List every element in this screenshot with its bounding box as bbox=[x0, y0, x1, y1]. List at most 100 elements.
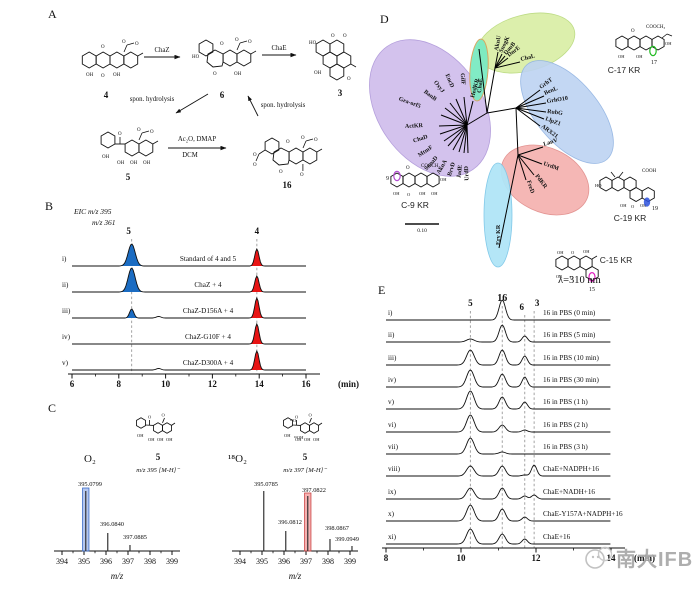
panel-e-chromatograms: E 5 16 6 3 i) 16 in PBS (0 min) ii) 16 in PBS (… bbox=[378, 283, 655, 563]
trace-curve bbox=[386, 299, 611, 321]
trace-condition-label: ChaZ + 4 bbox=[194, 281, 222, 289]
c15-position-number: 15 bbox=[589, 287, 595, 293]
tree-branches bbox=[438, 48, 547, 249]
compound-5-number-left: 5 bbox=[156, 452, 161, 462]
panel-a-scheme: O O OH OH OH OH A O O O O OH OH 4 bbox=[48, 7, 357, 190]
peak-guide-label: 5 bbox=[468, 298, 473, 308]
chae-label: ChaE bbox=[271, 45, 286, 52]
atom-oh: OH bbox=[314, 71, 322, 76]
chaz-label: ChaZ bbox=[154, 47, 169, 54]
atom-o: O bbox=[279, 170, 283, 175]
panel-b-label: B bbox=[45, 199, 53, 213]
atom-cooh: COOH bbox=[642, 169, 657, 174]
atom-o: O bbox=[253, 163, 257, 168]
trace-condition-label: ChaE+NADPH+16 bbox=[543, 465, 599, 473]
c15-position-circle bbox=[588, 271, 596, 283]
arrow-spon-hydrolysis-1 bbox=[175, 93, 209, 114]
panel-c-label: C bbox=[48, 401, 56, 415]
c9-position-number: 9 bbox=[386, 176, 389, 182]
compound-6-number: 6 bbox=[220, 90, 225, 100]
atom-oh: OH bbox=[636, 54, 643, 59]
gene-chad: ChaD bbox=[412, 134, 429, 145]
spectrum-16o2: 394 395 396 397 398 399 395.0799 396.0840 397.08… bbox=[54, 481, 180, 566]
c9-position-circle bbox=[393, 170, 401, 182]
atom-oh: OH bbox=[86, 73, 94, 78]
gene-hedkr: HedKR bbox=[470, 77, 481, 98]
mz-397-formula: m/z 397 [M-H]⁻ bbox=[283, 467, 327, 474]
tick-label: 6 bbox=[70, 379, 75, 389]
trace-condition-label: 16 in PBS (1 h) bbox=[543, 398, 588, 406]
trace-curve bbox=[72, 322, 306, 345]
trace-curve bbox=[386, 528, 611, 545]
mass-peak-label: 396.0812 bbox=[278, 519, 302, 526]
mass-peak-label: 397.0822 bbox=[302, 487, 326, 494]
atom-oh: OH bbox=[234, 72, 242, 77]
gene-urdd: UrdD bbox=[464, 165, 471, 181]
tick-label: 12 bbox=[208, 379, 218, 389]
mass-peak-label: 399.0949 bbox=[335, 536, 359, 543]
atom-18o: ¹⁸O bbox=[290, 418, 297, 423]
trace-roman-numeral: iv) bbox=[388, 376, 397, 384]
eic-mz-361-label: m/z 361 bbox=[92, 218, 116, 227]
c19-position-number: 19 bbox=[652, 206, 658, 212]
spon-hydrolysis-label-2: spon. hydrolysis bbox=[261, 102, 306, 109]
gene-gilf: GilF bbox=[459, 73, 466, 86]
trace-roman-numeral: iii) bbox=[62, 307, 71, 315]
atom-oh: OH bbox=[130, 161, 138, 166]
atom-o: O bbox=[213, 72, 217, 77]
gene-erykr: Ery KR bbox=[496, 224, 502, 245]
panel-d-phylogenetic-tree: D bbox=[369, 12, 672, 293]
atom-o: O bbox=[248, 40, 252, 45]
trace-roman-numeral: vii) bbox=[388, 443, 399, 451]
compound-5-structure: O O O OH OH OH OH bbox=[100, 128, 159, 166]
gene-chal: ChaL bbox=[520, 54, 536, 63]
compound-4-structure: O O O O OH OH bbox=[81, 40, 144, 79]
gene-fred: FreD bbox=[525, 180, 535, 195]
atom-o: O bbox=[343, 34, 347, 39]
atom-oh: OH bbox=[143, 161, 151, 166]
atom-o: O bbox=[135, 42, 139, 47]
atom-o: O bbox=[101, 45, 105, 50]
atom-o: O bbox=[631, 204, 635, 209]
trace-roman-numeral: v) bbox=[388, 398, 395, 406]
tick-label: 399 bbox=[344, 557, 356, 566]
tick-label: 8 bbox=[117, 379, 122, 389]
tick-label: 395 bbox=[256, 557, 268, 566]
clade-cyan-blob bbox=[483, 162, 513, 268]
c17-position-number: 17 bbox=[651, 60, 657, 66]
mass-peak-label: 398.0867 bbox=[325, 525, 350, 532]
trace-condition-label: 16 in PBS (2 h) bbox=[543, 421, 588, 429]
gene-llpz1: LlpZ1 bbox=[544, 116, 561, 127]
trace-curve bbox=[386, 414, 611, 433]
atom-o: O bbox=[631, 29, 635, 34]
panel-b-traces: 5 4 i) Standard of 4 and 5 ii) ChaZ + 4 iii) Ch… bbox=[62, 226, 359, 389]
trace-condition-label: ChaE-Y157A+NADPH+16 bbox=[543, 510, 623, 518]
gene-aknu: AknU bbox=[494, 35, 503, 52]
tick-label: 397 bbox=[122, 557, 134, 566]
mz-395-formula: m/z 395 [M-H]⁻ bbox=[136, 467, 180, 474]
trace-curve bbox=[72, 267, 306, 293]
gene-actkr: ActKR bbox=[405, 123, 424, 130]
atom-oh: OH bbox=[440, 177, 447, 182]
panel-e-label: E bbox=[378, 283, 385, 297]
mz-axis-label-right: m/z bbox=[289, 571, 302, 581]
arrow-spon-hydrolysis-2 bbox=[247, 95, 259, 117]
c19-kr-structure: COOH HO OH O OH 19 C-19 KR bbox=[595, 169, 658, 223]
panel-c-mass-spectra: C ¹⁸OH ¹⁸O O₂ ¹⁸O₂ 5 5 m/z 395 [M-H]⁻ m/… bbox=[48, 401, 359, 581]
peak-guide-label: 4 bbox=[255, 226, 260, 236]
scale-bar-value: 0.10 bbox=[417, 228, 427, 234]
spectrum-18o2: 394 395 396 397 398 399 395.0785 396.0812 397.08… bbox=[232, 481, 359, 566]
trace-curve bbox=[386, 487, 611, 500]
panel-a-label: A bbox=[48, 7, 57, 21]
trace-condition-label: ChaZ-D300A + 4 bbox=[183, 359, 234, 367]
c15-kr-name: C-15 KR bbox=[600, 255, 633, 265]
atom-ho: HO bbox=[595, 183, 602, 188]
atom-o: O bbox=[220, 42, 224, 47]
axis-unit-label: (min) bbox=[338, 379, 359, 389]
trace-roman-numeral: iii) bbox=[388, 354, 397, 362]
mz-axis-label-left: m/z bbox=[111, 571, 124, 581]
trace-condition-label: 16 in PBS (5 min) bbox=[543, 331, 596, 339]
c9-kr-name: C-9 KR bbox=[401, 200, 429, 210]
mass-peak-label: 395.0799 bbox=[78, 481, 102, 488]
